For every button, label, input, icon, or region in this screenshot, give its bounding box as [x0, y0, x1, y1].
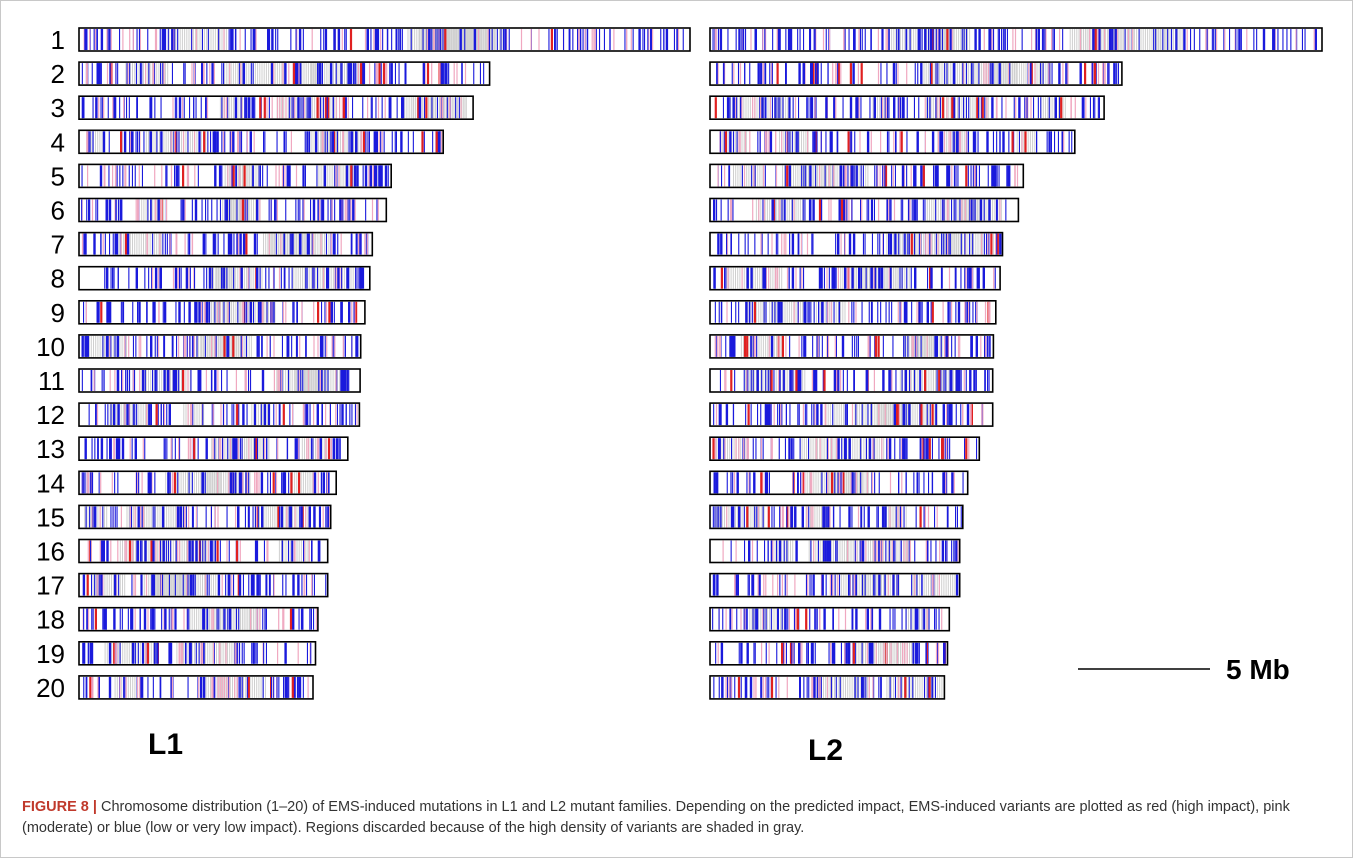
chromosome-bar-l1-1 [78, 27, 691, 52]
chromosome-number-6: 6 [51, 196, 65, 226]
chromosome-number-11: 11 [38, 366, 65, 396]
chromosome-bar-l1-7 [78, 231, 374, 257]
chromosome-bar-l1-11 [78, 368, 361, 393]
chromosome-bar-l2-18 [709, 606, 951, 632]
chromosome-bar-l2-11 [709, 368, 994, 393]
chromosome-bar-l2-14 [709, 470, 969, 496]
chromosome-bar-l1-15 [78, 504, 332, 530]
chromosome-bar-l1-6 [78, 197, 388, 223]
chromosome-bar-l1-10 [78, 334, 362, 359]
chromosome-bar-l1-18 [78, 606, 319, 632]
chromosome-number-14: 14 [36, 468, 65, 498]
chromosome-bar-l1-4 [78, 129, 445, 155]
chromosome-number-5: 5 [51, 161, 65, 191]
chromosome-number-13: 13 [36, 434, 65, 464]
chromosome-bar-l1-2 [78, 61, 491, 86]
chromosome-bar-l2-2 [709, 61, 1123, 86]
scale-bar-label: 5 Mb [1226, 654, 1290, 685]
chromosome-bar-l2-12 [709, 402, 994, 427]
chromosome-number-4: 4 [51, 127, 65, 157]
chromosome-number-3: 3 [51, 93, 65, 123]
line-label-l2: L2 [808, 734, 843, 767]
chromosome-number-16: 16 [36, 537, 65, 567]
chromosome-number-17: 17 [36, 571, 65, 601]
chromosome-bar-l2-13 [709, 436, 981, 462]
chromosome-bar-l1-17 [78, 572, 329, 598]
chromosome-number-10: 10 [36, 332, 65, 362]
chromosome-bar-l1-8 [78, 265, 371, 291]
chromosome-bar-l1-12 [78, 402, 361, 427]
chromosome-number-12: 12 [36, 400, 65, 430]
chromosome-bar-l2-17 [709, 572, 961, 598]
chromosome-number-18: 18 [36, 605, 65, 635]
chromosome-bar-l1-20 [78, 675, 314, 700]
line-label-l1: L1 [148, 728, 183, 761]
chromosome-bar-l2-7 [709, 231, 1004, 257]
chromosome-bar-l1-19 [78, 640, 317, 666]
chromosome-bar-l1-3 [78, 95, 474, 120]
chromosome-bar-l2-15 [709, 504, 964, 530]
chromosome-number-1: 1 [51, 25, 65, 55]
chromosome-bar-l1-13 [78, 436, 349, 462]
chromosome-number-8: 8 [51, 264, 65, 294]
chromosome-bar-l2-6 [709, 197, 1020, 223]
figure-caption-label: FIGURE 8 | [22, 799, 97, 815]
chromosome-number-9: 9 [51, 298, 65, 328]
chromosome-number-7: 7 [51, 230, 65, 260]
chromosome-number-20: 20 [36, 673, 65, 703]
chromosome-number-19: 19 [36, 639, 65, 669]
chromosome-bar-l2-8 [709, 265, 1001, 291]
chromosome-bar-l2-10 [709, 334, 995, 359]
figure-caption: FIGURE 8 | Chromosome distribution (1–20… [22, 797, 1332, 839]
chromosome-bar-l2-16 [709, 538, 961, 564]
chromosome-bar-l2-20 [709, 675, 946, 700]
chromosome-bar-l2-1 [709, 27, 1323, 52]
chromosome-number-15: 15 [36, 502, 65, 532]
chromosome-bar-l2-4 [709, 129, 1076, 155]
chromosome-bars [78, 27, 1323, 700]
chromosome-bar-l1-16 [78, 538, 329, 564]
chromosome-bar-l1-14 [78, 470, 338, 496]
chromosome-bar-l1-9 [78, 299, 366, 325]
chromosome-number-2: 2 [51, 59, 65, 89]
chromosome-bar-l2-3 [709, 95, 1105, 120]
chromosome-bar-l1-5 [78, 163, 393, 189]
chromosome-bar-l2-19 [709, 640, 949, 666]
chromosome-bar-l2-5 [709, 163, 1025, 189]
chromosome-bar-l2-9 [709, 299, 997, 325]
figure-caption-text: Chromosome distribution (1–20) of EMS-in… [22, 799, 1290, 836]
